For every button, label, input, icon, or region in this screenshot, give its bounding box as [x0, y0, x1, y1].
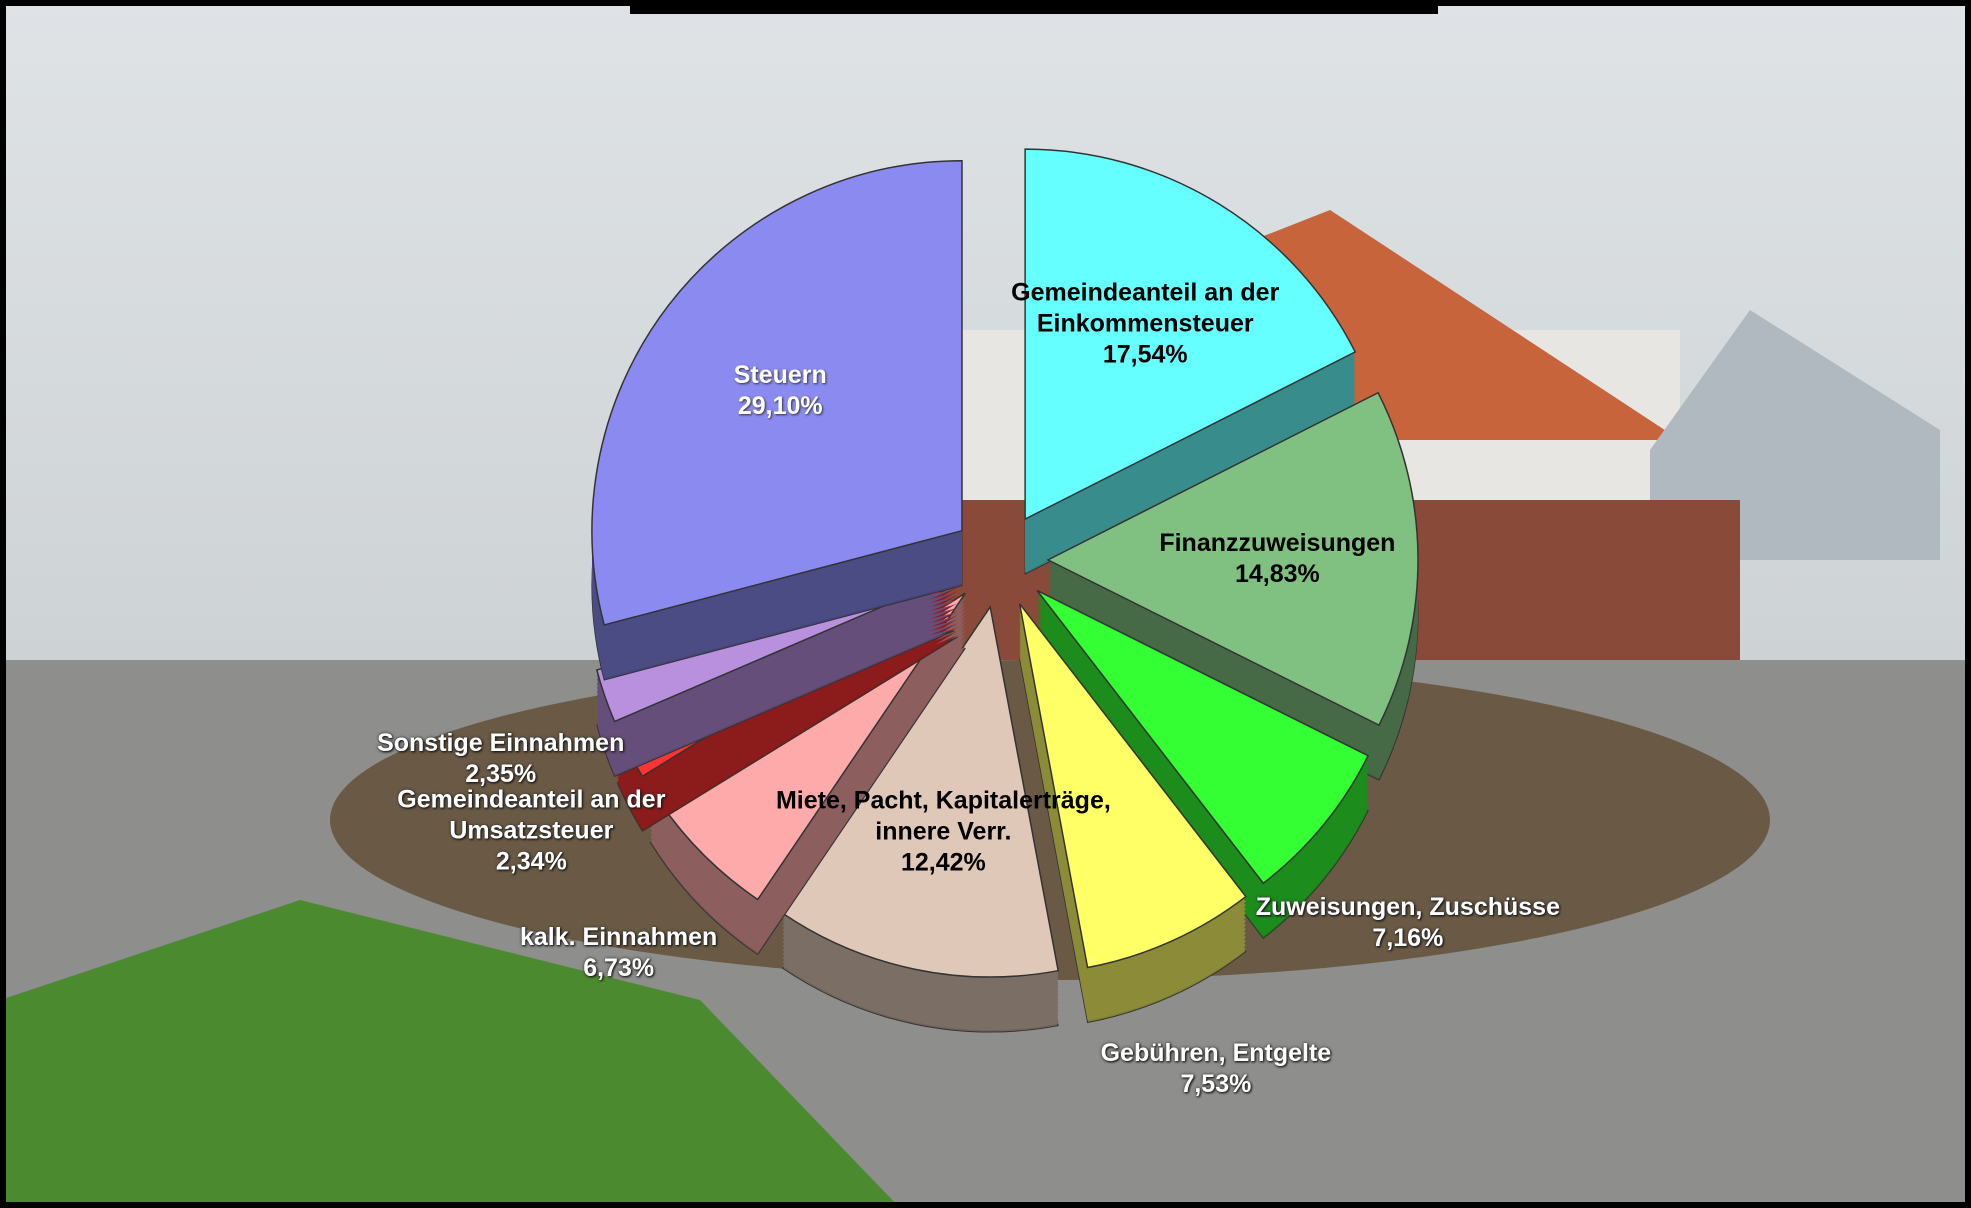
category-label: Zuweisungen, Zuschüsse — [1255, 892, 1560, 921]
slice-label: Gebühren, Entgelte 7,53% — [1026, 1038, 1406, 1100]
value-label: 14,83% — [1234, 560, 1320, 589]
slice — [591, 159, 963, 626]
category-label: Gemeindeanteil an der Einkommensteuer — [1011, 278, 1280, 338]
slice — [781, 605, 1060, 978]
slice-label: Gemeindeanteil an der Umsatzsteuer 2,34% — [341, 784, 721, 877]
slice-label: Gemeindeanteil an der Einkommensteuer 17,… — [955, 277, 1335, 370]
slice — [1018, 603, 1247, 969]
value-label: 2,35% — [465, 760, 537, 789]
slice-label: Zuweisungen, Zuschüsse 7,16% — [1218, 892, 1598, 954]
background-grass — [0, 900, 900, 1208]
slice — [1036, 589, 1370, 885]
category-label: Miete, Pacht, Kapitalerträge, innere Ver… — [775, 786, 1111, 846]
slice-side — [596, 628, 955, 775]
category-label: Gebühren, Entgelte — [1100, 1039, 1332, 1068]
slice-label: kalk. Einnahmen 6,73% — [429, 922, 809, 984]
value-label: 7,16% — [1372, 923, 1444, 952]
slice-label: Steuern 29,10% — [590, 360, 970, 422]
category-label: Finanzzuweisungen — [1159, 529, 1396, 558]
pie — [591, 148, 1419, 1033]
slice-label: Miete, Pacht, Kapitalerträge, innere Ver… — [753, 785, 1133, 878]
slice-label: Sonstige Einnahmen 2,35% — [311, 728, 691, 790]
background-house — [1650, 310, 1940, 560]
slice — [1046, 391, 1419, 727]
category-label: Gemeindeanteil an der Umsatzsteuer — [397, 785, 666, 845]
value-label: 29,10% — [737, 391, 823, 420]
category-label: kalk. Einnahmen — [519, 922, 718, 951]
slice — [1024, 148, 1357, 521]
slice-label: Finanzzuweisungen 14,83% — [1087, 528, 1467, 590]
slice-side — [617, 635, 958, 830]
value-label: 6,73% — [583, 953, 655, 982]
value-label: 2,34% — [495, 847, 567, 876]
value-label: 7,53% — [1180, 1070, 1252, 1099]
category-label: Sonstige Einnahmen — [377, 729, 625, 758]
value-label: 12,42% — [900, 848, 986, 877]
value-label: 17,54% — [1102, 340, 1188, 369]
category-label: Steuern — [733, 360, 827, 389]
slice — [595, 574, 955, 723]
